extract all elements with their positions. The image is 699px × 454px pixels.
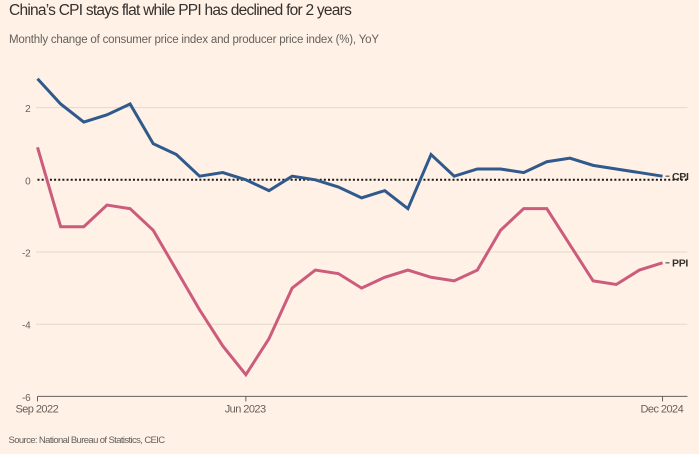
svg-text:Sep 2022: Sep 2022 [15, 403, 58, 415]
svg-text:PPI: PPI [672, 257, 688, 269]
svg-text:Jun 2023: Jun 2023 [225, 403, 266, 415]
svg-text:CPI: CPI [672, 171, 689, 183]
svg-text:Dec 2024: Dec 2024 [640, 403, 683, 415]
svg-text:2: 2 [25, 104, 31, 115]
svg-text:0: 0 [25, 176, 31, 187]
svg-text:-2: -2 [22, 249, 31, 260]
svg-text:-6: -6 [22, 393, 31, 404]
svg-text:-4: -4 [22, 321, 31, 332]
